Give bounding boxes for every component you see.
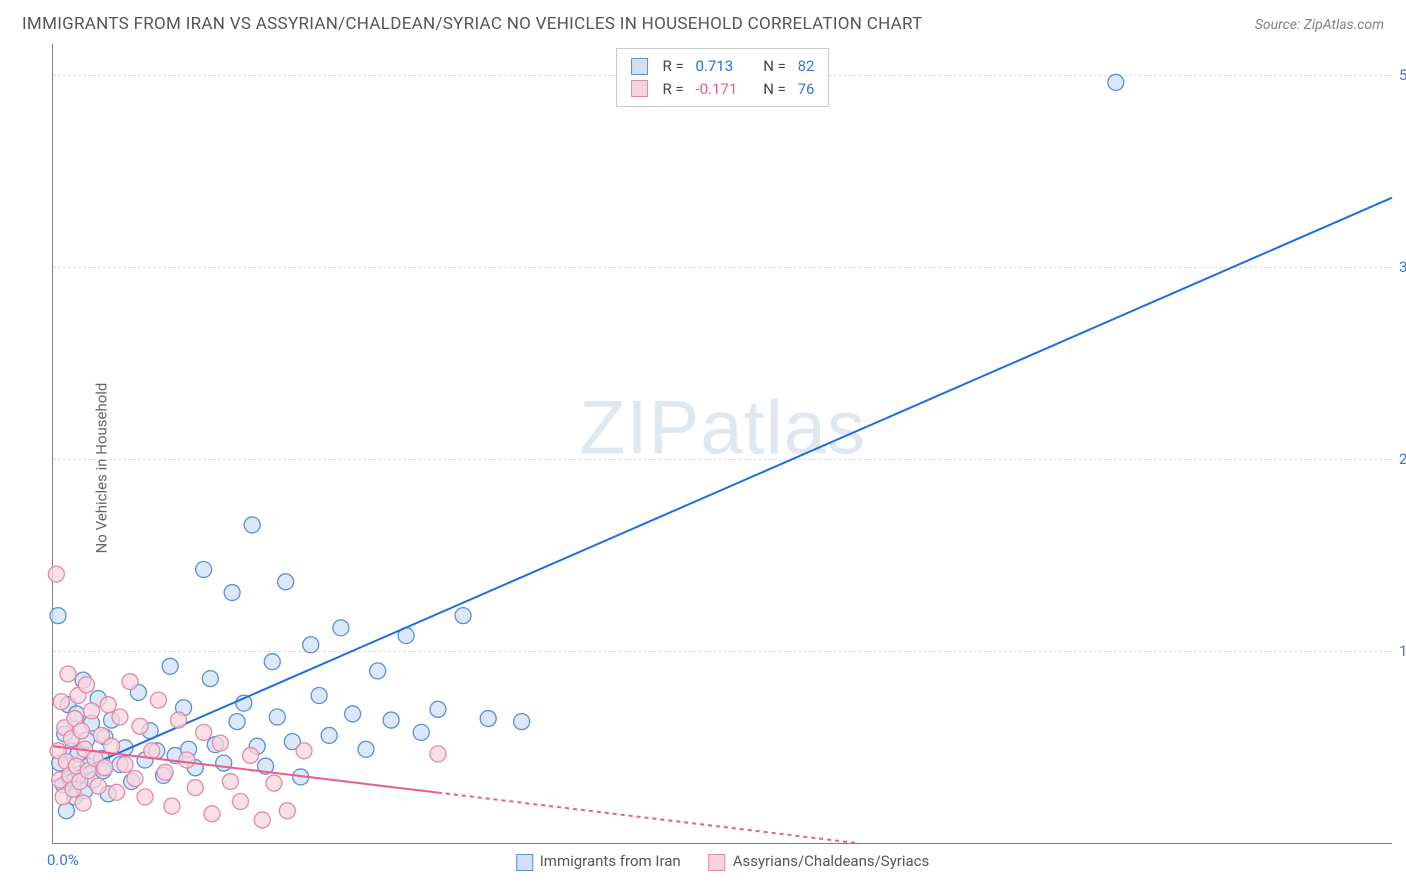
data-point: [279, 803, 295, 819]
stats-legend: R = 0.713 N = 82R = -0.171 N = 76: [616, 48, 830, 107]
data-point: [53, 694, 69, 710]
data-point: [164, 798, 180, 814]
data-point: [97, 760, 113, 776]
data-point: [311, 687, 327, 703]
chart-title: IMMIGRANTS FROM IRAN VS ASSYRIAN/CHALDEA…: [22, 14, 923, 34]
data-point: [269, 709, 285, 725]
data-point: [321, 727, 337, 743]
x-min-label: 0.0%: [47, 851, 79, 869]
data-point: [345, 706, 361, 722]
data-point: [90, 778, 106, 794]
data-point: [232, 794, 248, 810]
data-point: [480, 711, 496, 727]
data-point: [303, 637, 319, 653]
trend-line: [53, 198, 1392, 782]
data-point: [162, 658, 178, 674]
data-point: [157, 764, 173, 780]
data-point: [150, 692, 166, 708]
plot-svg: [53, 44, 1392, 843]
data-point: [109, 784, 125, 800]
data-point: [204, 806, 220, 822]
data-point: [222, 774, 238, 790]
n-value: 82: [794, 55, 815, 78]
data-point: [187, 780, 203, 796]
data-point: [112, 709, 128, 725]
data-point: [243, 747, 259, 763]
r-value: -0.171: [692, 78, 748, 101]
data-point: [430, 701, 446, 717]
data-point: [358, 741, 374, 757]
stats-row: R = 0.713 N = 82: [631, 55, 815, 78]
n-label: N =: [756, 55, 786, 78]
data-point: [132, 718, 148, 734]
x-legend-item: Immigrants from Iran: [516, 852, 681, 871]
data-point: [278, 574, 294, 590]
data-point: [144, 743, 160, 759]
data-point: [333, 620, 349, 636]
y-tick-label: 50.0%: [1399, 66, 1406, 84]
r-value: 0.713: [692, 55, 748, 78]
n-value: 76: [794, 78, 815, 101]
data-point: [196, 561, 212, 577]
y-tick-label: 37.5%: [1399, 258, 1406, 276]
data-point: [244, 517, 260, 533]
x-legend-item: Assyrians/Chaldeans/Syriacs: [709, 852, 930, 871]
data-point: [83, 703, 99, 719]
data-point: [50, 608, 66, 624]
data-point: [370, 663, 386, 679]
data-point: [75, 795, 91, 811]
legend-swatch: [631, 58, 648, 75]
data-point: [266, 775, 282, 791]
legend-swatch: [709, 854, 726, 871]
data-point: [514, 714, 530, 730]
data-point: [216, 755, 232, 771]
series-label: Immigrants from Iran: [540, 852, 681, 870]
data-point: [202, 671, 218, 687]
x-legend: Immigrants from Iran Assyrians/Chaldeans/…: [516, 852, 930, 871]
n-label: N =: [756, 78, 786, 101]
data-point: [48, 566, 64, 582]
trend-line-extrapolated: [438, 793, 856, 843]
legend-swatch: [516, 854, 533, 871]
data-point: [212, 735, 228, 751]
scatter-plot: ZIPatlas R = 0.713 N = 82R = -0.171 N = …: [52, 44, 1392, 844]
y-tick-label: 25.0%: [1399, 450, 1406, 468]
y-tick-label: 12.5%: [1399, 642, 1406, 660]
data-point: [413, 724, 429, 740]
data-point: [100, 697, 116, 713]
data-point: [78, 677, 94, 693]
data-point: [73, 723, 89, 739]
data-point: [127, 770, 143, 786]
data-point: [196, 724, 212, 740]
data-point: [430, 746, 446, 762]
data-point: [122, 674, 138, 690]
data-point: [383, 712, 399, 728]
data-point: [224, 585, 240, 601]
r-label: R =: [663, 78, 684, 101]
data-point: [455, 608, 471, 624]
data-point: [60, 666, 76, 682]
source-label: Source: ZipAtlas.com: [1255, 17, 1384, 33]
series-label: Assyrians/Chaldeans/Syriacs: [733, 852, 930, 870]
data-point: [117, 757, 133, 773]
data-point: [171, 712, 187, 728]
data-point: [229, 714, 245, 730]
r-label: R =: [663, 55, 684, 78]
data-point: [179, 752, 195, 768]
data-point: [296, 743, 312, 759]
data-point: [1108, 74, 1124, 90]
legend-swatch: [631, 80, 648, 97]
data-point: [137, 789, 153, 805]
data-point: [264, 654, 280, 670]
data-point: [254, 812, 270, 828]
stats-row: R = -0.171 N = 76: [631, 78, 815, 101]
